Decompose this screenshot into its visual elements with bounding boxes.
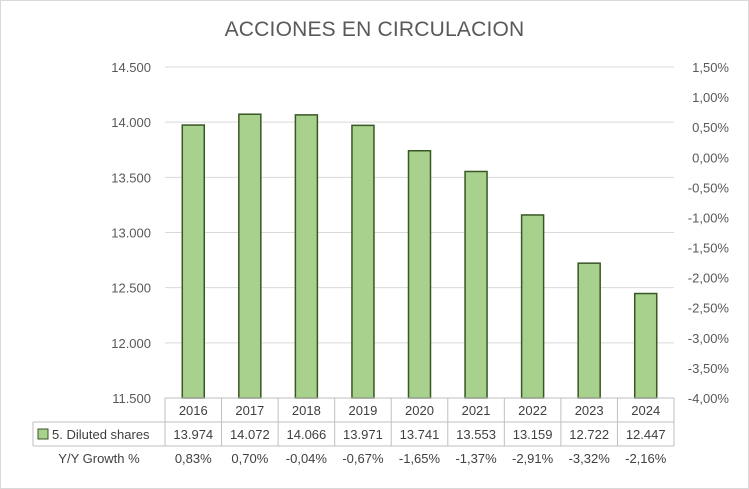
y2-tick-label: -2,00% <box>688 271 730 286</box>
y-tick-label: 11.500 <box>112 391 151 406</box>
category-label: 2018 <box>292 403 321 418</box>
table-cell: -2,16% <box>625 451 667 466</box>
y2-tick-label: 0,50% <box>692 120 729 135</box>
table-cell: -2,91% <box>512 451 554 466</box>
table-cell: 14.066 <box>287 427 327 442</box>
y-tick-label: 14.000 <box>111 115 151 130</box>
y-axis-right: 1,50% 1,00% 0,50% 0,00% -0,50% -1,00% -1,50% -2… <box>688 60 730 406</box>
bar-2021 <box>464 170 488 399</box>
table-cell: -1,65% <box>399 451 441 466</box>
category-label: 2021 <box>462 403 491 418</box>
table-cell: 13.971 <box>343 427 383 442</box>
y2-tick-label: 1,00% <box>692 90 729 105</box>
bar-2018 <box>294 114 319 399</box>
bar-2024 <box>633 292 658 399</box>
legend-swatch <box>37 428 49 440</box>
bar-2022 <box>520 214 545 399</box>
y-axis-left: 14.500 14.000 13.500 13.000 12.500 12.000 11.5… <box>111 60 151 406</box>
table-cell: 12.447 <box>626 427 666 442</box>
bars <box>181 113 658 399</box>
y2-tick-label: 1,50% <box>692 60 729 75</box>
table-cell: 0,70% <box>231 451 268 466</box>
data-table: 2016 2017 2018 2019 2020 2021 2022 2023 2024 5. D… <box>32 397 675 466</box>
category-label: 2019 <box>348 403 377 418</box>
chart-title: ACCIONES EN CIRCULACION <box>224 18 525 41</box>
series-name: 5. Diluted shares <box>52 427 150 442</box>
y2-tick-label: -2,50% <box>688 301 730 316</box>
y-tick-label: 13.500 <box>111 170 151 185</box>
category-label: 2020 <box>405 403 434 418</box>
y-tick-label: 14.500 <box>111 60 151 75</box>
bar-2023 <box>577 262 601 399</box>
table-cell: 14.072 <box>230 427 270 442</box>
table-cell: 13.159 <box>513 427 553 442</box>
series-name: Y/Y Growth % <box>58 451 140 466</box>
y-tick-label: 13.000 <box>111 226 151 241</box>
table-cell: -0,67% <box>342 451 384 466</box>
category-label: 2023 <box>575 403 604 418</box>
y-tick-label: 12.500 <box>111 281 151 296</box>
table-cell: 0,83% <box>175 451 212 466</box>
table-cell: 13.553 <box>456 427 496 442</box>
category-label: 2022 <box>518 403 547 418</box>
y2-tick-label: 0,00% <box>692 150 729 165</box>
table-cell: 13.741 <box>400 427 440 442</box>
table-cell: 12.722 <box>569 427 609 442</box>
y2-tick-label: -3,50% <box>688 361 730 376</box>
category-label: 2017 <box>235 403 264 418</box>
y2-tick-label: -1,00% <box>688 210 730 225</box>
y2-tick-label: -1,50% <box>688 241 730 256</box>
bar-2016 <box>181 124 206 399</box>
table-cell: -3,32% <box>569 451 611 466</box>
y-tick-label: 12.000 <box>111 336 151 351</box>
table-cell: 13.974 <box>173 427 213 442</box>
category-label: 2024 <box>631 403 660 418</box>
y2-tick-label: -0,50% <box>688 180 730 195</box>
y2-tick-label: -3,00% <box>688 331 730 346</box>
table-cell: -0,04% <box>286 451 328 466</box>
bar-2020 <box>407 149 432 399</box>
bar-2017 <box>238 113 262 399</box>
table-cell: -1,37% <box>455 451 497 466</box>
y2-tick-label: -4,00% <box>688 391 730 406</box>
category-label: 2016 <box>179 403 208 418</box>
bar-2019 <box>351 124 375 399</box>
